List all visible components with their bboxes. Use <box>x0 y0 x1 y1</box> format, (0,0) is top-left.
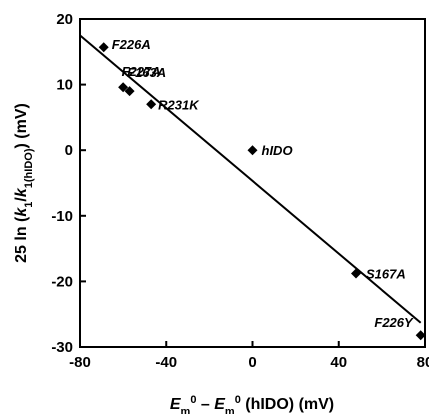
point-label: F227A <box>122 64 161 79</box>
point-label: hIDO <box>262 143 293 158</box>
axis-title-part: E <box>214 396 226 413</box>
data-point <box>98 42 109 53</box>
point-label: F226A <box>112 37 151 52</box>
regression-line <box>79 34 422 324</box>
axis-title-part: 1(hIDO) <box>23 148 35 188</box>
point-label: F163A <box>127 65 166 80</box>
x-tick-label: -40 <box>155 354 177 371</box>
axis-title-part: – <box>196 396 214 413</box>
axis-title-part: E <box>170 396 182 413</box>
axis-title-part: ) (mV) <box>13 103 30 148</box>
axis-title-part: k <box>13 207 30 217</box>
axis-title-part: m <box>181 406 191 414</box>
y-tick-label: 10 <box>56 77 73 94</box>
data-point <box>124 86 135 97</box>
x-tick-label: 40 <box>330 354 347 371</box>
y-tick-label: 0 <box>65 142 73 159</box>
axis-title-part: 25 ln ( <box>13 216 30 263</box>
x-tick-label: 80 <box>417 354 429 371</box>
point-label: F226Y <box>374 315 414 330</box>
x-tick-label: 0 <box>248 354 256 371</box>
point-label: R231K <box>158 97 200 112</box>
axis-title-part: m <box>225 406 235 414</box>
y-axis-title: 25 ln (k1/k1(hIDO)) (mV) <box>13 103 35 263</box>
axis-title-part: / <box>13 197 30 202</box>
y-axis-ticks: 20 10 0 -10 -20 -30 <box>51 11 86 356</box>
data-point <box>351 268 361 279</box>
point-label: S167A <box>366 267 406 282</box>
y-tick-label: -20 <box>51 273 73 290</box>
axis-title-part: 1 <box>23 202 35 208</box>
y-tick-label: -30 <box>51 339 73 356</box>
x-axis-title: Em0 – Em0 (hIDO) (mV) <box>170 394 334 414</box>
data-points <box>98 42 426 341</box>
x-tick-label: -80 <box>69 354 91 371</box>
data-point <box>146 99 157 110</box>
axis-title-part: k <box>13 187 30 197</box>
axis-title-part: 0 <box>190 394 196 406</box>
data-point <box>247 145 258 156</box>
data-point <box>118 82 129 93</box>
axis-title-part: (hIDO) (mV) <box>241 396 334 413</box>
axis-title-part: 0 <box>235 394 241 406</box>
x-axis-ticks: -80 -40 0 40 80 <box>69 341 429 371</box>
y-tick-label: 20 <box>56 11 73 28</box>
data-point <box>415 330 426 341</box>
y-tick-label: -10 <box>51 208 73 225</box>
